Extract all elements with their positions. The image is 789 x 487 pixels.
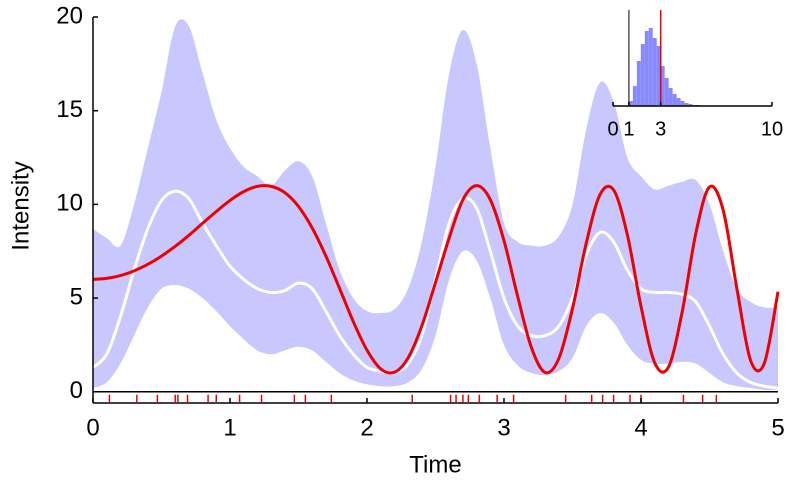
hist-bar: [628, 101, 633, 106]
hist-bar: [664, 78, 669, 106]
y-axis-label: Intensity: [7, 161, 34, 250]
intensity-line: [92, 184, 780, 375]
y-tick-label: 5: [70, 283, 83, 310]
y-tick-label: 0: [70, 377, 83, 404]
hist-bar: [688, 104, 693, 106]
credible-band: [93, 19, 778, 391]
inset-x-tick-label: 10: [761, 118, 783, 140]
x-tick-label: 4: [634, 414, 647, 441]
y-tick-label: 10: [56, 190, 83, 217]
y-tick-label: 15: [56, 96, 83, 123]
x-axis-label: Time: [409, 451, 461, 478]
x-tick-label: 1: [223, 414, 236, 441]
hist-bar: [656, 46, 661, 106]
hist-bar: [672, 94, 677, 106]
hist-bar: [640, 44, 645, 106]
hist-bar: [668, 88, 673, 106]
x-tick-label: 2: [360, 414, 373, 441]
inset-x-tick-label: 3: [655, 118, 666, 140]
hist-bar: [684, 103, 689, 106]
hist-bar: [644, 31, 649, 106]
hist-bar: [676, 98, 681, 106]
hist-bar: [636, 61, 641, 106]
hist-bar: [660, 66, 665, 106]
x-tick-label: 5: [771, 414, 784, 441]
hist-bar: [648, 28, 653, 106]
x-tick-label: 3: [497, 414, 510, 441]
y-tick-label: 20: [56, 2, 83, 29]
x-tick-label: 0: [86, 414, 99, 441]
hist-bar: [632, 86, 637, 106]
inset-x-tick-label: 1: [623, 118, 634, 140]
hist-bar: [680, 101, 685, 106]
inset-x-tick-label: 0: [607, 118, 618, 140]
hist-bar: [652, 38, 657, 106]
